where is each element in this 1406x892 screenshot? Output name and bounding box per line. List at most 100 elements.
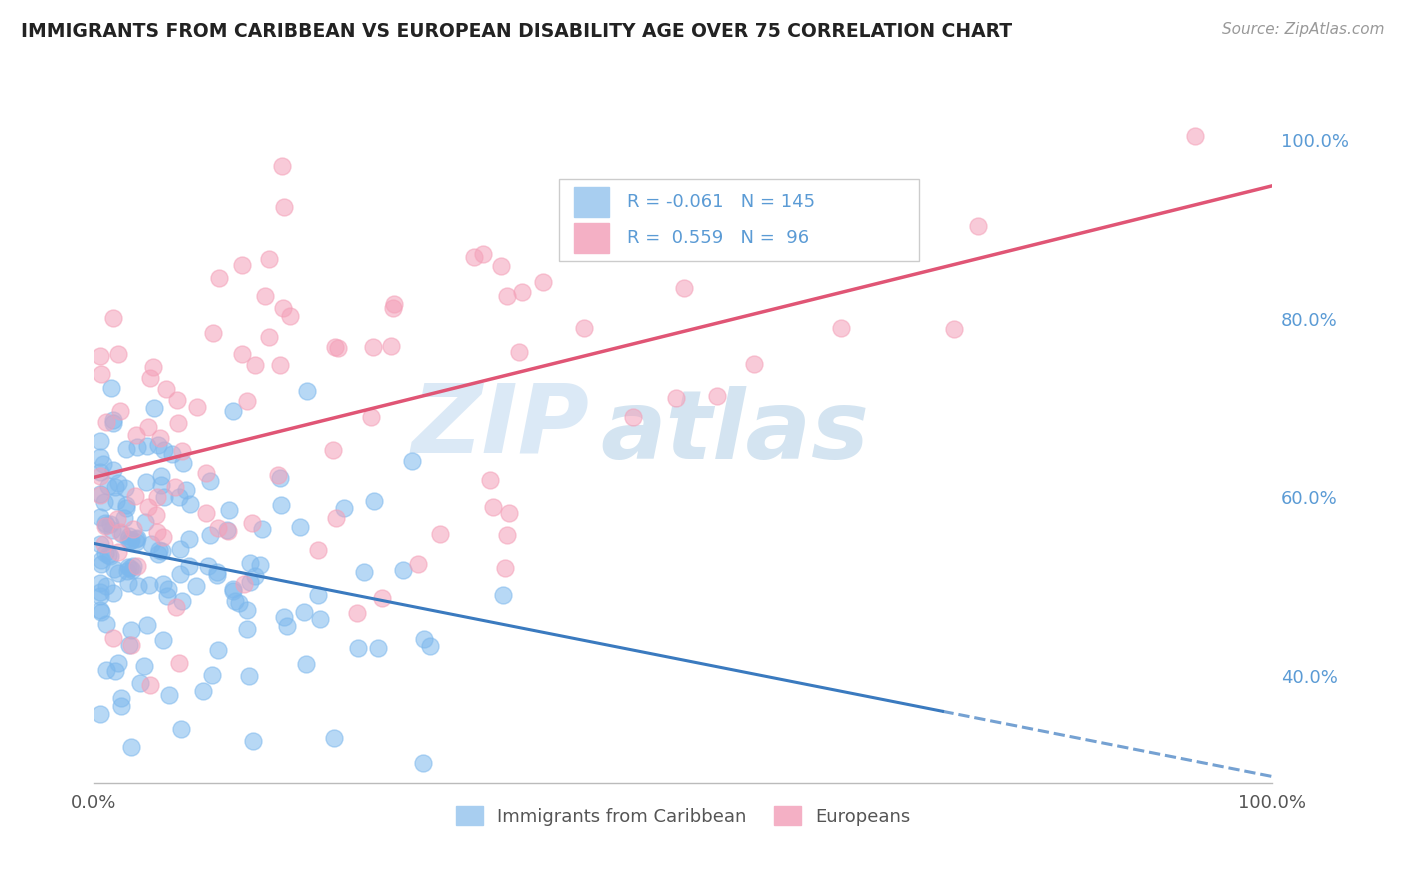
Point — [152, 576, 174, 591]
Point — [89, 469, 111, 483]
Point — [125, 531, 148, 545]
Point — [160, 447, 183, 461]
Point — [191, 684, 214, 698]
Point — [830, 321, 852, 335]
Point — [392, 563, 415, 577]
Point — [127, 558, 149, 573]
Point — [112, 510, 135, 524]
Point — [103, 562, 125, 576]
Point — [201, 668, 224, 682]
Point — [207, 520, 229, 534]
Point — [236, 603, 259, 617]
Point — [89, 450, 111, 464]
Point — [167, 490, 190, 504]
Point — [222, 584, 245, 599]
Point — [240, 516, 263, 531]
Point — [96, 518, 118, 533]
Point — [295, 657, 318, 671]
Point — [482, 500, 505, 514]
Point — [142, 360, 165, 375]
Point — [242, 734, 264, 748]
Point — [510, 285, 533, 299]
Point — [124, 489, 146, 503]
Point — [90, 605, 112, 619]
Point — [273, 200, 295, 214]
Point — [89, 575, 111, 590]
Point — [94, 663, 117, 677]
Point — [110, 525, 132, 540]
Point — [623, 410, 645, 425]
Point — [94, 415, 117, 429]
Point — [498, 506, 520, 520]
Point — [89, 589, 111, 603]
Point — [496, 289, 519, 303]
Point — [325, 510, 347, 524]
Point — [166, 416, 188, 430]
Point — [347, 641, 370, 656]
Point — [371, 591, 394, 606]
Point — [380, 338, 402, 352]
Point — [222, 404, 245, 418]
Point — [276, 618, 298, 632]
Point — [132, 658, 155, 673]
Point — [138, 578, 160, 592]
Bar — [574, 187, 609, 217]
Point — [222, 582, 245, 596]
Point — [118, 638, 141, 652]
Point — [205, 568, 228, 582]
Point — [270, 498, 292, 512]
Point — [101, 586, 124, 600]
Point — [254, 288, 277, 302]
Point — [267, 467, 290, 482]
Point — [232, 577, 254, 591]
Point — [169, 541, 191, 556]
Point — [91, 457, 114, 471]
Point — [429, 527, 451, 541]
Point — [93, 494, 115, 508]
Point — [136, 618, 159, 632]
Point — [413, 632, 436, 646]
Point — [179, 497, 201, 511]
Point — [249, 558, 271, 573]
Text: ZIP: ZIP — [411, 379, 589, 472]
Point — [496, 528, 519, 542]
Point — [90, 367, 112, 381]
Point — [942, 322, 965, 336]
Point — [333, 501, 356, 516]
Point — [149, 431, 172, 445]
Point — [100, 381, 122, 395]
Point — [127, 578, 149, 592]
Point — [97, 479, 120, 493]
Point — [224, 594, 246, 608]
Point — [280, 309, 302, 323]
Point — [120, 639, 142, 653]
Point — [135, 438, 157, 452]
Point — [198, 474, 221, 488]
Point — [117, 575, 139, 590]
Point — [309, 612, 332, 626]
Point — [207, 565, 229, 579]
Point — [472, 247, 495, 261]
Point — [367, 641, 389, 656]
Point — [363, 494, 385, 508]
Point — [145, 508, 167, 522]
Point — [94, 546, 117, 560]
Point — [169, 567, 191, 582]
Point — [273, 609, 295, 624]
Point — [103, 462, 125, 476]
Point — [107, 566, 129, 580]
Point — [98, 549, 121, 564]
Point — [94, 518, 117, 533]
Point — [148, 543, 170, 558]
Point — [169, 656, 191, 670]
Point — [155, 382, 177, 396]
Point — [201, 326, 224, 341]
Text: Source: ZipAtlas.com: Source: ZipAtlas.com — [1222, 22, 1385, 37]
Point — [239, 575, 262, 590]
Point — [89, 510, 111, 524]
Point — [125, 532, 148, 546]
Point — [292, 605, 315, 619]
Point — [89, 465, 111, 479]
Point — [146, 525, 169, 540]
Point — [742, 357, 765, 371]
